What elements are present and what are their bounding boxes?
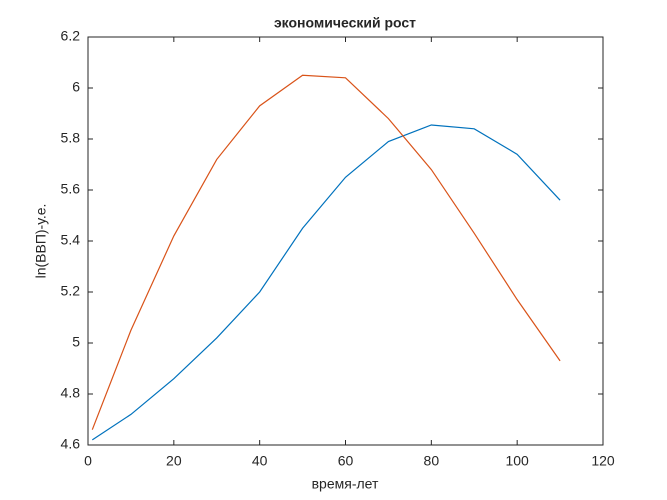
y-tick-label: 4.6	[61, 436, 81, 452]
x-tick-label: 0	[84, 453, 92, 469]
x-tick-label: 20	[166, 453, 182, 469]
x-tick-label: 40	[252, 453, 268, 469]
y-tick-label: 5	[72, 334, 80, 350]
x-tick-label: 60	[338, 453, 354, 469]
y-tick-label: 4.8	[61, 385, 81, 401]
x-tick-label: 80	[424, 453, 440, 469]
y-tick-label: 6	[72, 79, 80, 95]
x-tick-label: 120	[591, 453, 615, 469]
chart-title: экономический рост	[274, 15, 416, 31]
y-tick-label: 5.2	[61, 283, 81, 299]
y-axis-label: ln(ВВП)-у.е.	[33, 204, 49, 279]
y-tick-label: 5.6	[61, 181, 81, 197]
y-tick-label: 5.4	[61, 232, 81, 248]
x-tick-label: 100	[505, 453, 529, 469]
y-tick-label: 6.2	[61, 28, 81, 44]
data-line	[91, 124, 561, 441]
data-line	[91, 74, 561, 430]
y-tick-label: 5.8	[61, 130, 81, 146]
x-axis-label: время-лет	[312, 476, 379, 492]
